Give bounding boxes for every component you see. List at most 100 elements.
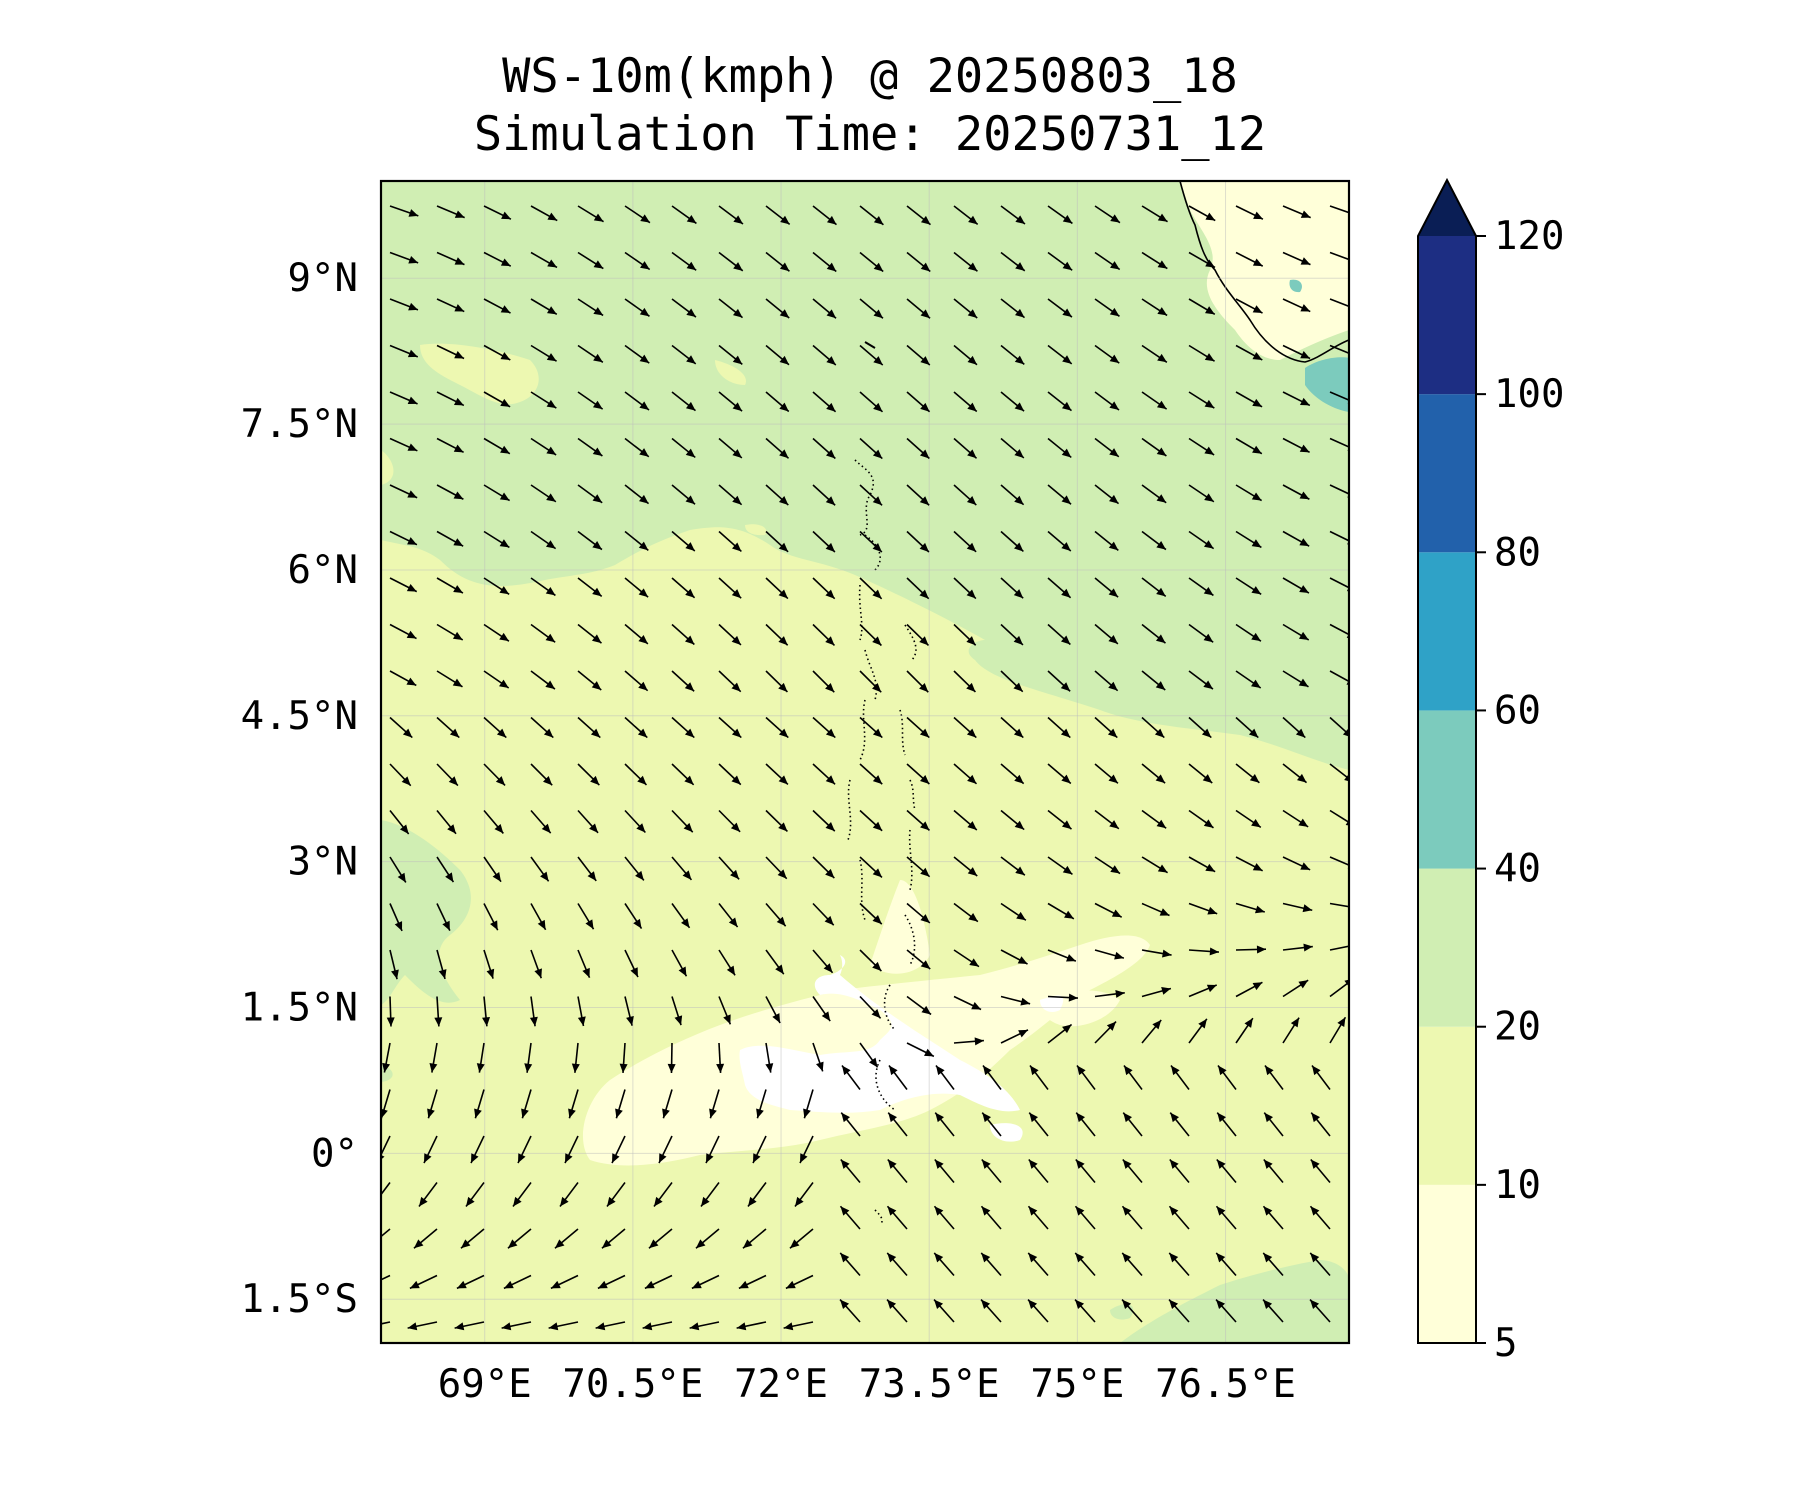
wind-arrow <box>1047 484 1072 505</box>
wind-arrow <box>1188 530 1215 550</box>
wind-arrow <box>953 1037 984 1046</box>
wind-arrow <box>548 1321 579 1331</box>
wind-arrow <box>1094 391 1120 411</box>
wind-arrow <box>389 530 418 546</box>
wind-arrow <box>624 856 645 881</box>
wind-arrow <box>1168 1205 1190 1230</box>
wind-arrow <box>460 1228 485 1249</box>
wind-arrow <box>530 716 554 739</box>
wind-arrow <box>530 251 558 269</box>
wind-arrow <box>906 670 929 693</box>
lat-tick-label: 1.5°N <box>241 986 358 1031</box>
wind-arrow <box>577 344 604 363</box>
wind-arrow <box>812 670 835 693</box>
wind-arrow <box>1094 949 1125 960</box>
wind-arrow <box>1000 484 1025 506</box>
wind-arrow <box>671 670 695 692</box>
wind-arrow <box>1235 856 1264 872</box>
wind-arrow <box>671 763 695 786</box>
wind-arrow <box>1141 484 1167 504</box>
wind-arrow <box>1264 1065 1284 1090</box>
wind-arrow <box>1216 1158 1237 1184</box>
wind-arrow <box>953 995 982 1011</box>
wind-arrow <box>1075 1112 1096 1137</box>
wind-arrow <box>1000 577 1024 599</box>
wind-arrow <box>483 530 510 549</box>
wind-arrow <box>436 809 457 835</box>
wind-arrow <box>671 856 693 881</box>
wind-arrow <box>1235 437 1263 455</box>
wind-arrow <box>530 903 547 931</box>
wind-arrow <box>812 1042 824 1072</box>
wind-arrow <box>1141 577 1167 598</box>
wind-arrow <box>1074 1252 1096 1277</box>
wind-arrow <box>530 484 557 503</box>
wind-arrow <box>789 1228 814 1249</box>
wind-arrow <box>1188 902 1218 915</box>
wind-arrow <box>1188 984 1218 998</box>
wind-arrow <box>1047 949 1077 962</box>
wind-arrow <box>906 530 930 553</box>
wind-arrow <box>389 949 399 980</box>
wind-arrow <box>577 437 603 457</box>
wind-arrow <box>1235 809 1262 829</box>
wind-arrow <box>859 205 884 226</box>
wind-arrow <box>671 205 697 225</box>
wind-arrow <box>765 670 789 693</box>
wind-arrow <box>483 670 510 689</box>
wind-arrow <box>1047 251 1073 271</box>
wind-arrow <box>386 996 395 1027</box>
colorbar-frame <box>1417 177 1477 1344</box>
wind-arrow <box>859 484 883 506</box>
wind-arrow <box>906 251 931 273</box>
wind-arrow <box>1047 205 1073 225</box>
wind-arrow <box>1262 1252 1284 1277</box>
colorbar-tick-label: 80 <box>1494 530 1541 575</box>
wind-arrow <box>577 670 602 691</box>
wind-arrow <box>624 670 649 692</box>
wind-arrow <box>803 1089 814 1119</box>
title-line-2: Simulation Time: 20250731_12 <box>473 107 1267 162</box>
wind-arrow <box>521 1089 532 1119</box>
wind-arrow <box>624 903 643 929</box>
wind-arrow <box>742 1228 767 1249</box>
wind-arrow <box>1188 1018 1208 1044</box>
colorbar-extend-arrow <box>1418 180 1476 236</box>
wind-arrow <box>1235 763 1260 784</box>
wind-arrow <box>671 577 696 599</box>
wind-arrow <box>1027 1299 1049 1323</box>
wind-arrow <box>671 949 688 977</box>
wind-arrow <box>389 810 410 835</box>
wind-arrow <box>709 1089 720 1119</box>
wind-arrow <box>980 1205 1002 1230</box>
wind-arrow <box>1047 344 1073 365</box>
lat-tick-label: 1.5°S <box>241 1277 358 1322</box>
wind-arrow <box>906 623 930 647</box>
wind-arrow <box>886 1252 908 1277</box>
wind-arrow <box>436 484 464 500</box>
wind-arrow <box>530 344 557 362</box>
wind-arrow <box>718 809 741 833</box>
wind-arrow <box>1310 1158 1331 1184</box>
wind-arrow <box>1141 298 1168 317</box>
wind-arrow <box>1188 763 1213 784</box>
wind-arrow <box>1141 1019 1162 1044</box>
wind-arrow <box>624 763 648 786</box>
wind-arrow <box>389 856 407 883</box>
wind-arrow <box>1000 902 1027 921</box>
wind-arrow <box>1188 484 1215 503</box>
wind-arrow <box>577 530 603 551</box>
wind-arrow <box>1029 1065 1049 1090</box>
wind-arrow <box>886 1299 908 1323</box>
speed-band-20-40-north <box>381 181 1349 770</box>
wind-arrow <box>812 205 837 226</box>
wind-arrow <box>1188 809 1214 829</box>
wind-arrow <box>1282 530 1310 547</box>
wind-arrow <box>1282 763 1308 784</box>
wind-arrow <box>671 809 694 833</box>
wind-arrow <box>718 716 742 739</box>
wind-arrow <box>671 484 696 505</box>
lat-tick-label: 3°N <box>288 840 358 885</box>
wind-arrow <box>1309 1252 1331 1277</box>
